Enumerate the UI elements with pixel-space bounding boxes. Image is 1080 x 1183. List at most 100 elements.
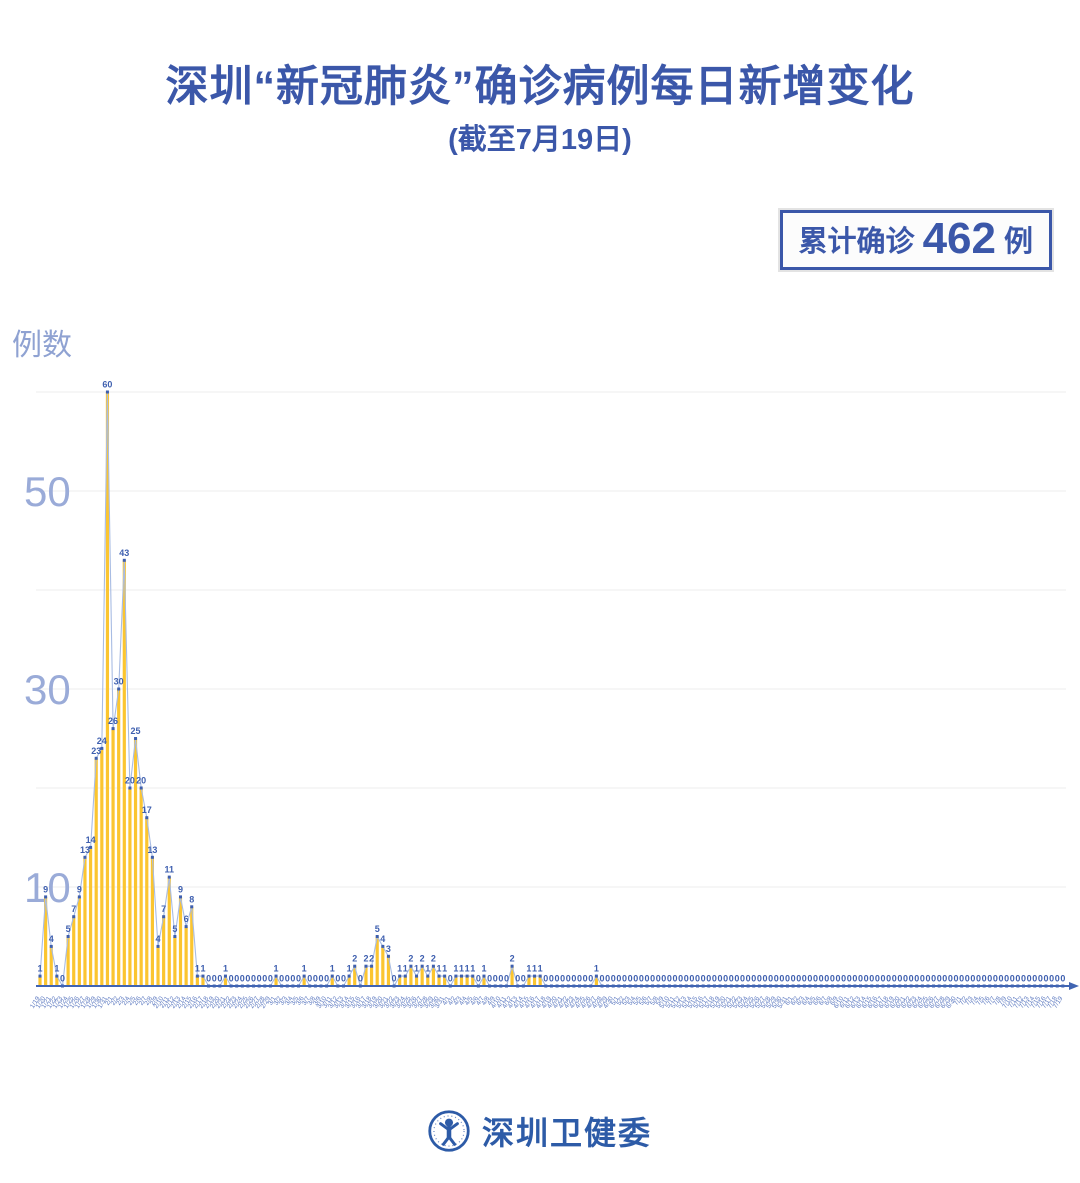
svg-text:0: 0	[667, 974, 672, 984]
svg-text:0: 0	[504, 974, 509, 984]
svg-text:1: 1	[403, 964, 408, 974]
svg-text:5/6: 5/6	[638, 995, 649, 1007]
svg-text:1: 1	[453, 964, 458, 974]
svg-text:0: 0	[245, 974, 250, 984]
svg-text:0: 0	[678, 974, 683, 984]
svg-text:1: 1	[274, 964, 279, 974]
svg-text:3/5: 3/5	[289, 995, 300, 1007]
svg-text:5/7: 5/7	[644, 995, 655, 1007]
svg-text:0: 0	[734, 974, 739, 984]
svg-text:1: 1	[200, 964, 205, 974]
svg-text:24: 24	[97, 736, 107, 746]
svg-text:7: 7	[71, 904, 76, 914]
cumulative-badge-unit: 例	[1003, 226, 1033, 258]
svg-text:3/7: 3/7	[301, 995, 312, 1007]
svg-text:4/7: 4/7	[475, 995, 486, 1007]
svg-text:0: 0	[633, 974, 638, 984]
svg-text:0: 0	[836, 974, 841, 984]
svg-text:2/9: 2/9	[149, 995, 160, 1007]
chart-title: 深圳“新冠肺炎”确诊病例每日新增变化	[165, 63, 915, 111]
svg-text:0: 0	[903, 974, 908, 984]
svg-text:0: 0	[914, 974, 919, 984]
svg-text:0: 0	[279, 974, 284, 984]
svg-text:3/1: 3/1	[267, 995, 278, 1007]
svg-text:2/1: 2/1	[104, 995, 115, 1007]
svg-text:0: 0	[515, 974, 520, 984]
svg-text:0: 0	[892, 974, 897, 984]
svg-text:0: 0	[824, 974, 829, 984]
svg-text:30: 30	[24, 666, 71, 713]
svg-text:1: 1	[425, 964, 430, 974]
svg-text:0: 0	[611, 974, 616, 984]
svg-text:2/4: 2/4	[121, 995, 132, 1007]
svg-text:0: 0	[706, 974, 711, 984]
svg-text:0: 0	[560, 974, 565, 984]
svg-text:5/4: 5/4	[627, 995, 638, 1007]
svg-text:5/5: 5/5	[632, 995, 643, 1007]
svg-text:0: 0	[813, 974, 818, 984]
x-tick-labels: 1/191/201/211/221/231/241/251/261/271/28…	[29, 995, 1065, 1010]
svg-text:0: 0	[240, 974, 245, 984]
svg-text:0: 0	[942, 974, 947, 984]
svg-text:0: 0	[296, 974, 301, 984]
svg-text:0: 0	[1032, 974, 1037, 984]
svg-text:7/2: 7/2	[958, 995, 969, 1007]
svg-text:2: 2	[510, 954, 515, 964]
svg-text:0: 0	[577, 974, 582, 984]
svg-text:1: 1	[442, 964, 447, 974]
svg-text:10: 10	[24, 864, 71, 911]
svg-text:0: 0	[925, 974, 930, 984]
svg-text:1: 1	[538, 964, 543, 974]
svg-text:0: 0	[886, 974, 891, 984]
svg-text:0: 0	[229, 974, 234, 984]
svg-text:2: 2	[420, 954, 425, 964]
svg-text:0: 0	[701, 974, 706, 984]
svg-text:0: 0	[583, 974, 588, 984]
shenzhen-health-commission-logo-icon	[428, 1110, 470, 1152]
svg-text:0: 0	[987, 974, 992, 984]
svg-text:0: 0	[1004, 974, 1009, 984]
svg-text:7: 7	[161, 904, 166, 914]
svg-text:2: 2	[369, 954, 374, 964]
svg-text:0: 0	[785, 974, 790, 984]
svg-text:0: 0	[802, 974, 807, 984]
svg-text:0: 0	[751, 974, 756, 984]
svg-text:0: 0	[937, 974, 942, 984]
svg-text:0: 0	[762, 974, 767, 984]
svg-text:0: 0	[639, 974, 644, 984]
svg-text:2: 2	[431, 954, 436, 964]
svg-text:7/3: 7/3	[964, 995, 975, 1007]
gridlines	[36, 391, 1066, 888]
svg-text:1: 1	[330, 964, 335, 974]
svg-text:6/6: 6/6	[812, 995, 823, 1007]
svg-text:6/7: 6/7	[818, 995, 829, 1007]
svg-text:0: 0	[290, 974, 295, 984]
cumulative-badge-label: 累计确诊	[798, 226, 915, 258]
svg-text:17: 17	[142, 805, 152, 815]
svg-text:5/8: 5/8	[649, 995, 660, 1007]
svg-text:0: 0	[841, 974, 846, 984]
svg-text:0: 0	[774, 974, 779, 984]
svg-text:0: 0	[599, 974, 604, 984]
svg-text:0: 0	[324, 974, 329, 984]
svg-text:0: 0	[628, 974, 633, 984]
svg-text:0: 0	[661, 974, 666, 984]
svg-text:0: 0	[695, 974, 700, 984]
svg-text:1: 1	[37, 964, 42, 974]
svg-text:4/3: 4/3	[452, 995, 463, 1007]
svg-text:43: 43	[119, 548, 129, 558]
svg-text:4: 4	[156, 934, 161, 944]
svg-text:4: 4	[49, 934, 54, 944]
svg-text:2/8: 2/8	[143, 995, 154, 1007]
svg-text:0: 0	[1027, 974, 1032, 984]
svg-text:0: 0	[954, 974, 959, 984]
svg-text:0: 0	[965, 974, 970, 984]
svg-text:0: 0	[566, 974, 571, 984]
svg-text:0: 0	[285, 974, 290, 984]
svg-text:2/2: 2/2	[110, 995, 121, 1007]
svg-text:0: 0	[807, 974, 812, 984]
svg-text:0: 0	[684, 974, 689, 984]
svg-text:6/5: 6/5	[807, 995, 818, 1007]
svg-text:5: 5	[375, 924, 380, 934]
svg-text:1: 1	[470, 964, 475, 974]
